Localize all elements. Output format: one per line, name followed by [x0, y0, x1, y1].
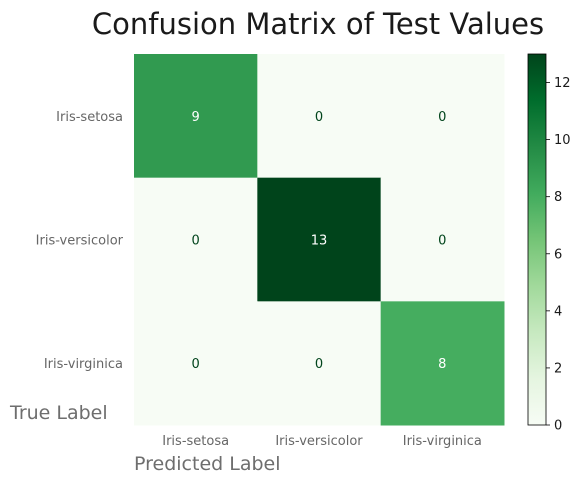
y-axis-tick-labels: Iris-setosa Iris-versicolor Iris-virginica	[36, 110, 124, 372]
cell-value-label: 0	[438, 110, 446, 125]
cell-value-label: 0	[192, 234, 200, 249]
y-tick-label: Iris-setosa	[56, 110, 123, 125]
heatmap-cell	[257, 177, 382, 302]
heatmap-cell	[380, 301, 505, 426]
colorbar-tick-label: 0	[554, 419, 562, 434]
x-axis-tick-labels: Iris-setosa Iris-versicolor Iris-virginica	[162, 434, 482, 449]
x-tick-label: Iris-setosa	[162, 434, 229, 449]
cell-value-label: 9	[192, 110, 200, 125]
heatmap-cell	[134, 54, 258, 179]
cell-value-label: 0	[438, 234, 446, 249]
x-axis-label: Predicted Label	[134, 453, 281, 475]
heatmap-cell	[257, 301, 382, 426]
x-tick-label: Iris-virginica	[403, 434, 482, 449]
heatmap-cell	[134, 301, 258, 426]
heatmap-cells	[134, 54, 505, 426]
cell-value-label: 0	[315, 357, 323, 372]
colorbar-tick-label: 8	[554, 190, 562, 205]
heatmap-cell	[257, 54, 382, 179]
colorbar-tick-label: 6	[554, 247, 562, 262]
heatmap-cell	[134, 177, 258, 302]
x-tick-label: Iris-versicolor	[275, 434, 363, 449]
cell-value-label: 8	[438, 357, 446, 372]
y-tick-label: Iris-versicolor	[36, 234, 124, 249]
colorbar-tick-label: 4	[554, 304, 562, 319]
heatmap-cell	[380, 177, 505, 302]
cell-value-label: 0	[315, 110, 323, 125]
colorbar-tick-label: 2	[554, 361, 562, 376]
y-axis-label: True Label	[9, 402, 108, 424]
heatmap-cell-labels: 9 0 0 0 13 0 0 0 8	[192, 110, 447, 372]
cell-value-label: 0	[192, 357, 200, 372]
y-tick-label: Iris-virginica	[44, 357, 123, 372]
cell-value-label: 13	[311, 234, 328, 249]
colorbar-ticks: 0 2 4 6 8 10 12	[546, 76, 571, 434]
colorbar-tick-label: 10	[554, 133, 571, 148]
colorbar	[527, 53, 547, 426]
colorbar-tick-label: 12	[554, 76, 571, 91]
heatmap-cell	[380, 54, 505, 179]
chart-title: Confusion Matrix of Test Values	[92, 7, 544, 41]
